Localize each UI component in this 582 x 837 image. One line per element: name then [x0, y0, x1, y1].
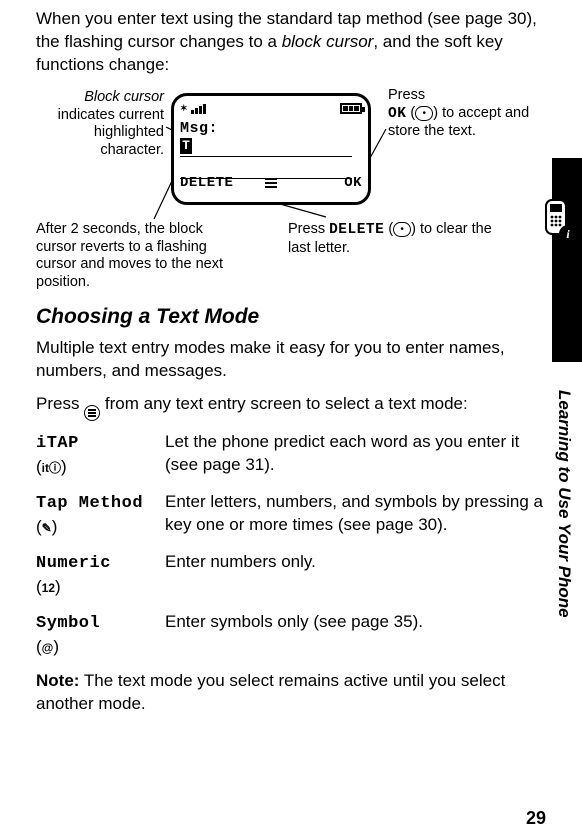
mode-left: iTAP (itⓘ) [36, 431, 151, 479]
diagram: ✶ Msg: T DELETE OK [36, 87, 546, 297]
delete-label: DELETE [329, 222, 384, 238]
status-bar: ✶ [180, 102, 362, 118]
block-cursor: T [180, 138, 192, 154]
mode-name: Numeric [36, 554, 111, 573]
callout-block-cursor: Block cursor indicates current highlight… [36, 89, 164, 160]
side-running-title: Learning to Use Your Phone [554, 390, 580, 750]
press-del-pre: Press [288, 221, 329, 237]
body-1: Multiple text entry modes make it easy f… [36, 337, 546, 383]
callout-after-2s: After 2 seconds, the block cursor revert… [36, 221, 246, 292]
press-ok-pre: Press [388, 87, 425, 103]
mode-glyph: itⓘ [42, 461, 61, 475]
intro-pre: When you enter text using the standard t… [36, 9, 508, 28]
page-number: 29 [526, 808, 546, 829]
phone-screen: ✶ Msg: T DELETE OK [171, 93, 371, 205]
intro-page-ref: 30 [508, 9, 527, 28]
note-label: Note: [36, 671, 79, 690]
mode-name: Tap Method [36, 494, 143, 513]
battery-icon [340, 103, 362, 114]
side-text-label: Learning to Use Your Phone [554, 390, 574, 618]
cursor-letter: T [180, 138, 192, 154]
mode-desc: Let the phone predict each word as you e… [165, 431, 546, 479]
mode-glyph: 12 [42, 581, 55, 595]
mode-name: iTAP [36, 434, 79, 453]
phone-pictogram-icon: i [536, 196, 580, 246]
msg-label: Msg: [180, 120, 218, 137]
callout-press-delete: Press DELETE (•) to clear the last lette… [288, 221, 498, 257]
mode-row-symbol: Symbol (@) Enter symbols only (see page … [36, 611, 546, 659]
page: When you enter text using the standard t… [0, 0, 582, 837]
callout-press-ok: Press OK (•) to accept and store the tex… [388, 87, 548, 141]
note: Note: The text mode you select remains a… [36, 670, 546, 716]
body2-post: from any text entry screen to select a t… [100, 394, 468, 413]
mode-desc: Enter symbols only (see page 35). [165, 611, 546, 659]
side-tab [552, 158, 582, 362]
body-2: Press from any text entry screen to sele… [36, 393, 546, 421]
callout-block-rest: indicates current highlighted character. [58, 107, 164, 158]
callout-block-term: Block cursor [84, 89, 164, 105]
mode-name: Symbol [36, 614, 100, 633]
text-line-1 [180, 156, 352, 157]
press-ok-post: to accept and store the text. [388, 105, 529, 140]
block-cursor-term: block cursor [282, 32, 374, 51]
section-heading: Choosing a Text Mode [36, 305, 546, 329]
ok-label: OK [388, 106, 406, 122]
body2-pre: Press [36, 394, 84, 413]
signal-icon: ✶ [180, 102, 206, 114]
menu-icon[interactable] [262, 178, 280, 188]
mode-desc: Enter numbers only. [165, 551, 546, 599]
mode-left: Numeric (12) [36, 551, 151, 599]
mode-row-numeric: Numeric (12) Enter numbers only. [36, 551, 546, 599]
mode-desc: Enter letters, numbers, and symbols by p… [165, 491, 546, 539]
mode-glyph: @ [42, 641, 54, 655]
mode-row-itap: iTAP (itⓘ) Let the phone predict each wo… [36, 431, 546, 479]
softkey-ok[interactable]: OK [280, 175, 362, 191]
menu-key-icon [84, 405, 100, 421]
softkey-delete[interactable]: DELETE [180, 175, 262, 191]
softkey-row: DELETE OK [180, 174, 362, 192]
phone-inner: ✶ Msg: T DELETE OK [180, 102, 362, 196]
right-softkey-icon: • [415, 106, 433, 121]
left-softkey-icon: • [393, 222, 411, 237]
mode-row-tap: Tap Method (✎) Enter letters, numbers, a… [36, 491, 546, 539]
intro-paragraph: When you enter text using the standard t… [36, 8, 546, 77]
mode-left: Tap Method (✎) [36, 491, 151, 539]
note-text: The text mode you select remains active … [36, 671, 505, 713]
mode-glyph: ✎ [42, 521, 52, 535]
mode-left: Symbol (@) [36, 611, 151, 659]
